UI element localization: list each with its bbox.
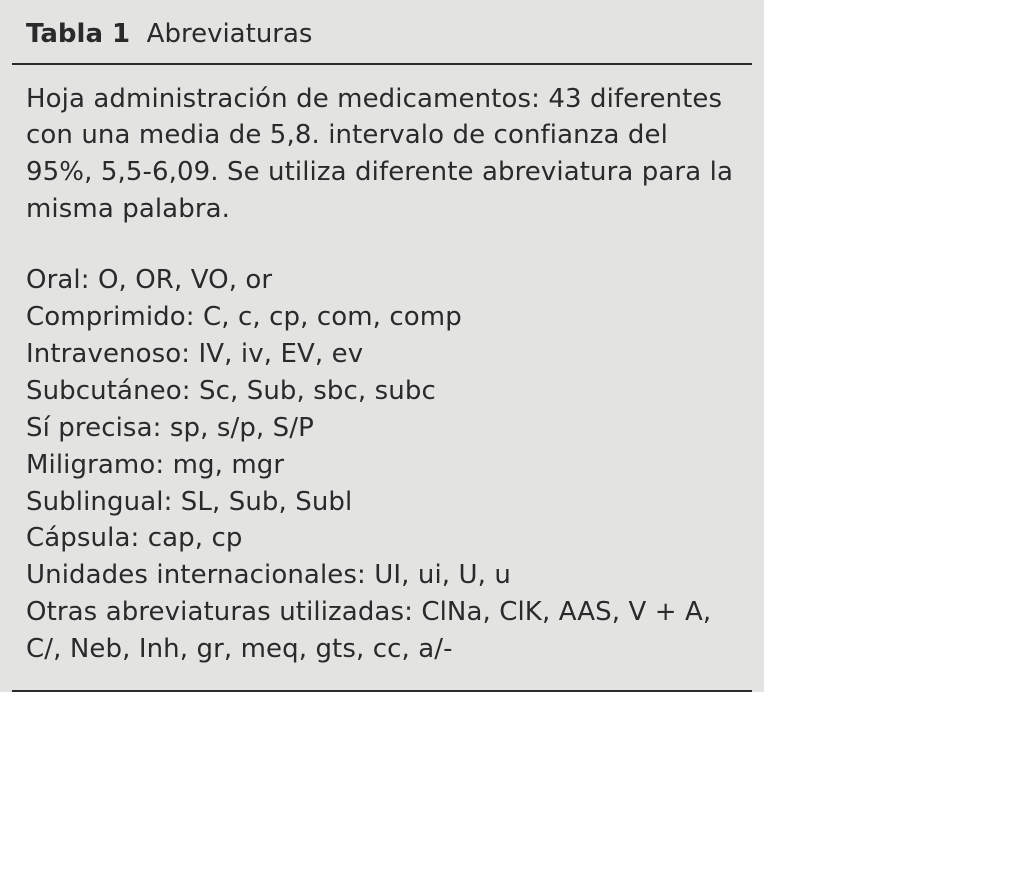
- abbreviations: Sc, Sub, sbc, subc: [199, 376, 436, 406]
- term: Sublingual: [26, 487, 164, 517]
- abbreviations: O, OR, VO, or: [98, 265, 272, 295]
- term: Subcutáneo: [26, 376, 182, 406]
- abbreviation-entry: Cápsula: cap, cp: [26, 520, 742, 557]
- abbreviations: C, c, cp, com, comp: [203, 302, 462, 332]
- abbreviation-entry: Unidades internacionales: UI, ui, U, u: [26, 557, 742, 594]
- intro-paragraph: Hoja administración de medicamentos: 43 …: [26, 81, 742, 229]
- other-abbreviations: Otras abreviaturas utilizadas: ClNa, ClK…: [26, 594, 742, 668]
- abbreviation-entry: Miligramo: mg, mgr: [26, 447, 742, 484]
- abbreviation-entry: Subcutáneo: Sc, Sub, sbc, subc: [26, 373, 742, 410]
- table-header: Tabla 1 Abreviaturas: [0, 0, 764, 63]
- rule-bottom: [12, 690, 752, 692]
- term: Sí precisa: [26, 413, 153, 443]
- abbreviation-list: Oral: O, OR, VO, orComprimido: C, c, cp,…: [26, 262, 742, 594]
- table-body: Hoja administración de medicamentos: 43 …: [0, 65, 764, 691]
- abbreviations: mg, mgr: [173, 450, 285, 480]
- term: Miligramo: [26, 450, 155, 480]
- abbreviations: sp, s/p, S/P: [170, 413, 314, 443]
- abbreviation-entry: Oral: O, OR, VO, or: [26, 262, 742, 299]
- term: Oral: [26, 265, 81, 295]
- abbreviations: UI, ui, U, u: [374, 560, 511, 590]
- term: Intravenoso: [26, 339, 181, 369]
- abbreviation-entry: Intravenoso: IV, iv, EV, ev: [26, 336, 742, 373]
- table-title: Abreviaturas: [147, 19, 313, 49]
- term: Cápsula: [26, 523, 130, 553]
- abbreviations: IV, iv, EV, ev: [199, 339, 364, 369]
- abbreviation-entry: Sí precisa: sp, s/p, S/P: [26, 410, 742, 447]
- table-label: Tabla 1: [26, 19, 130, 49]
- term: Comprimido: [26, 302, 186, 332]
- table-abbreviations: Tabla 1 Abreviaturas Hoja administración…: [0, 0, 764, 692]
- abbreviation-entry: Comprimido: C, c, cp, com, comp: [26, 299, 742, 336]
- abbreviation-entry: Sublingual: SL, Sub, Subl: [26, 484, 742, 521]
- abbreviations: SL, Sub, Subl: [181, 487, 353, 517]
- abbreviations: cap, cp: [148, 523, 243, 553]
- term: Unidades internacionales: [26, 560, 357, 590]
- others-label: Otras abreviaturas utilizadas: [26, 597, 404, 627]
